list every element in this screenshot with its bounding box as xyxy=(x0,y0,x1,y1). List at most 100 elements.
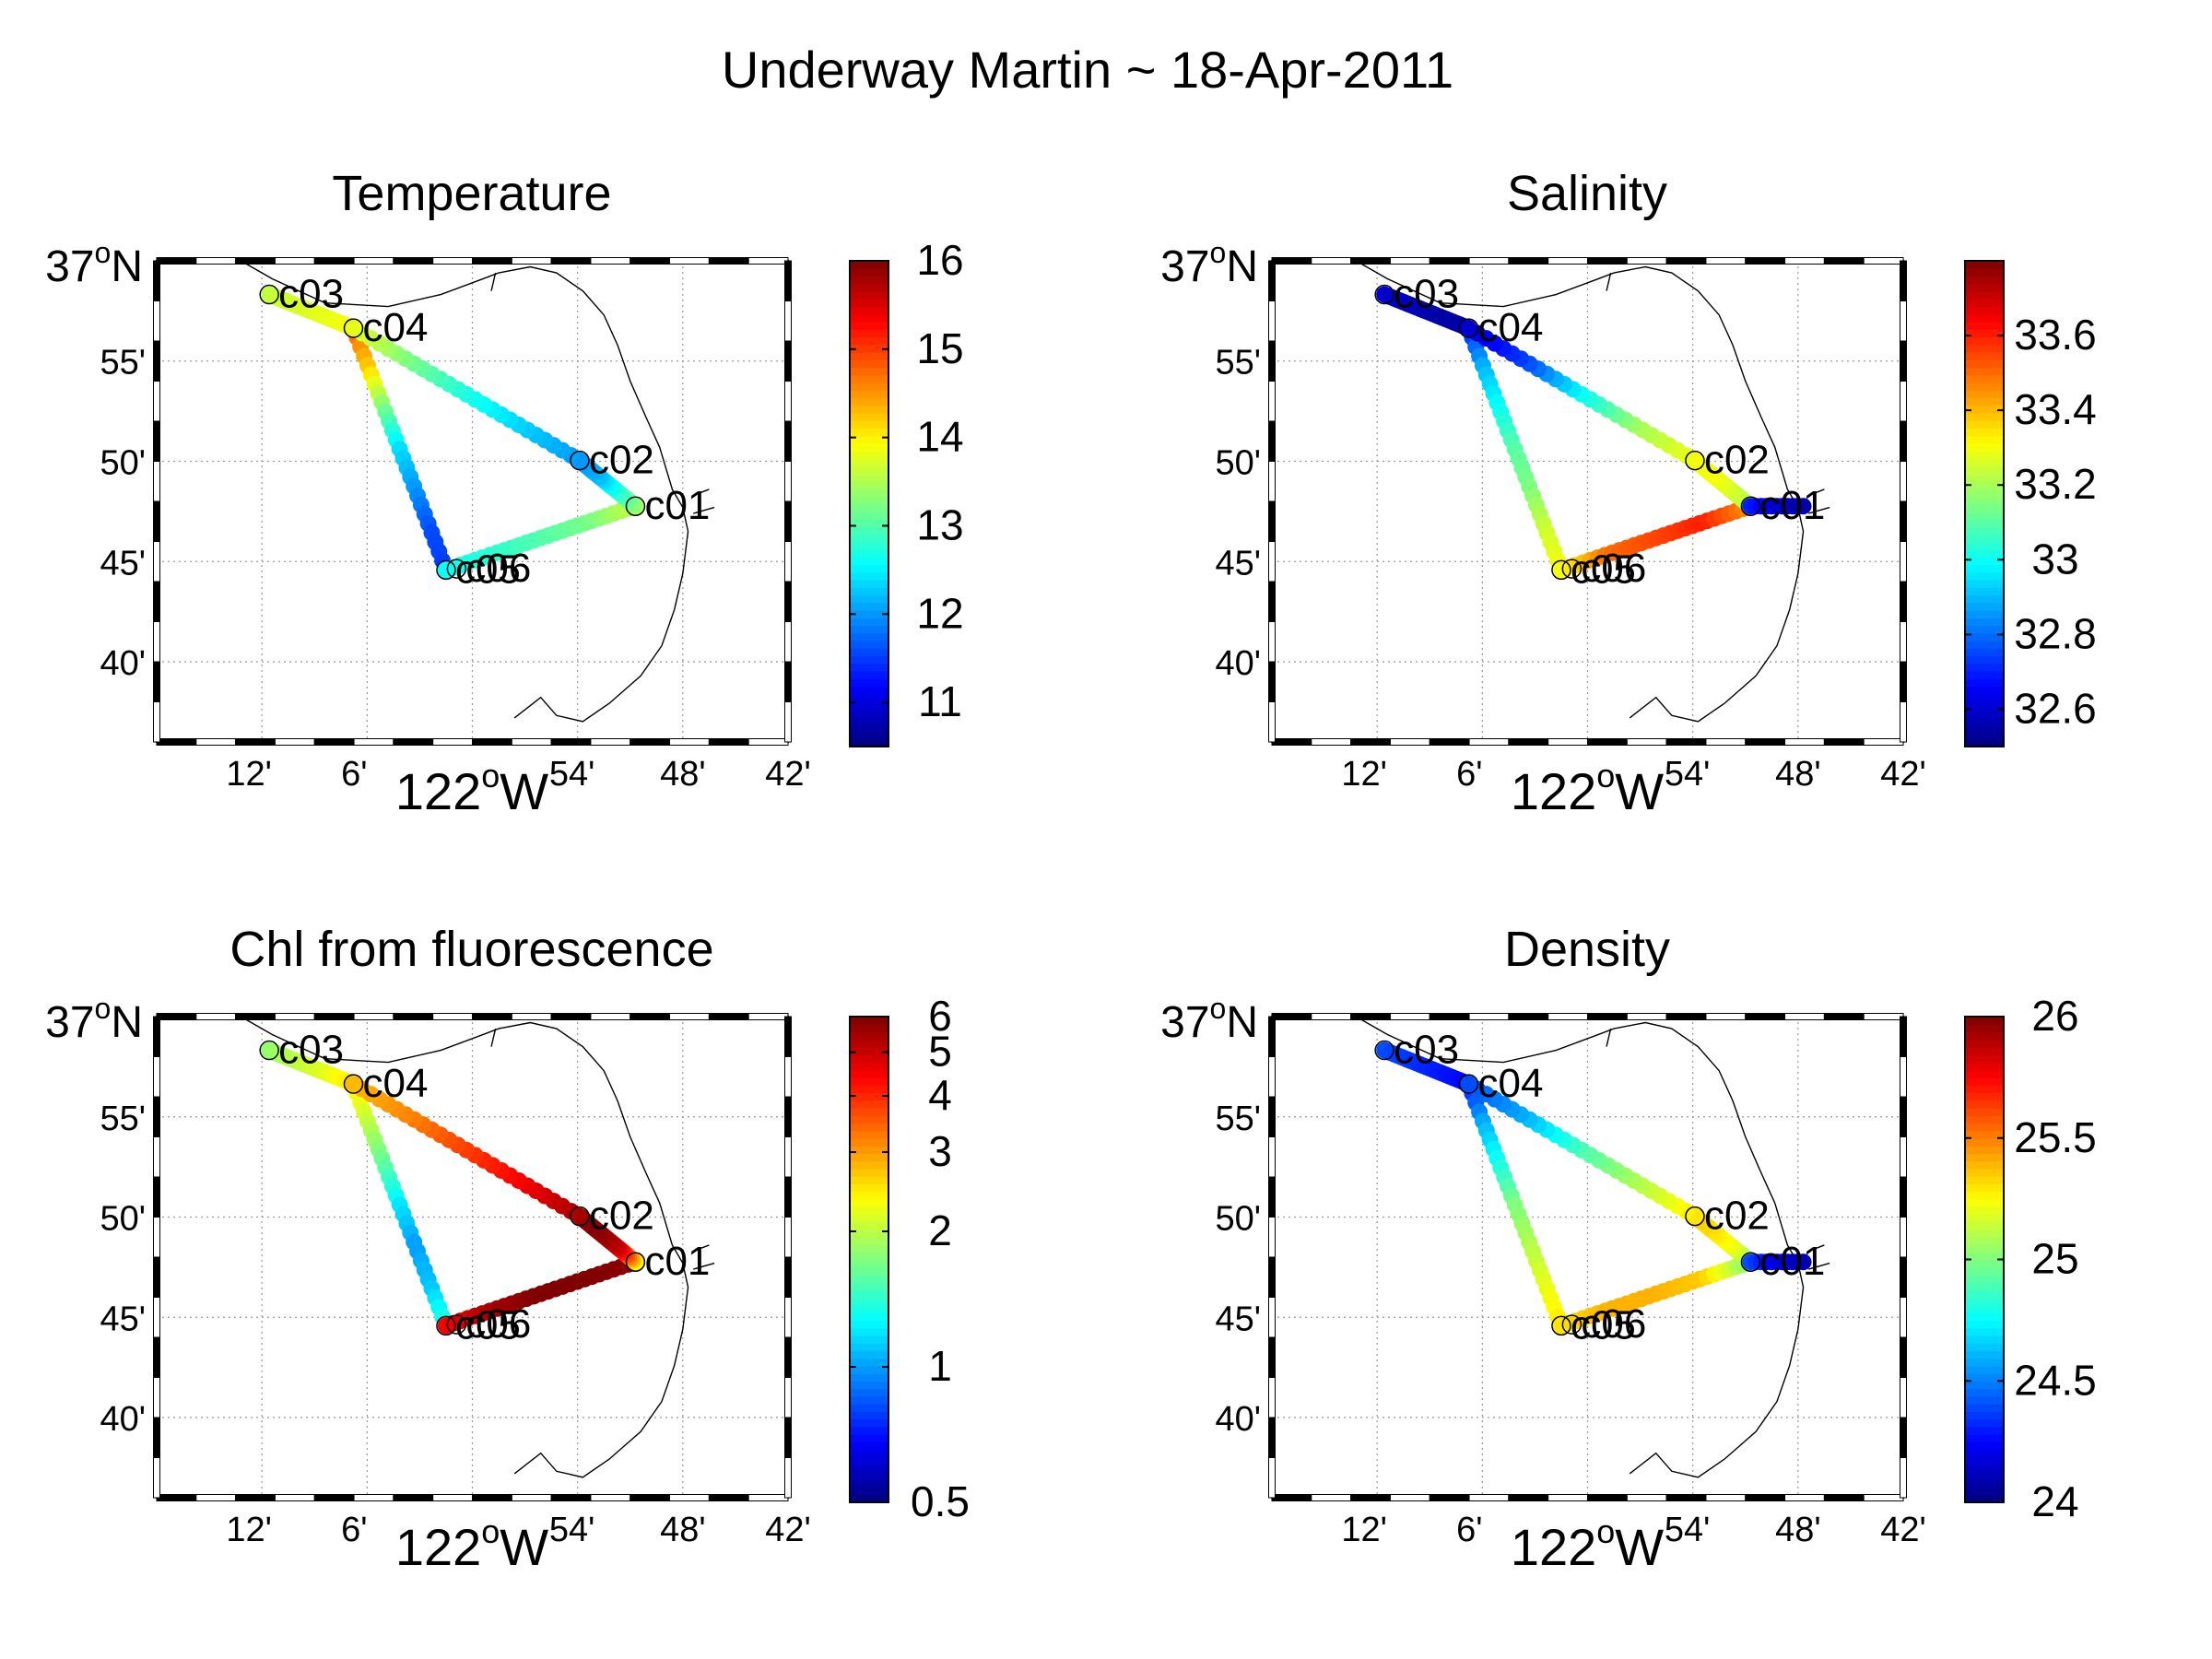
station-marker xyxy=(1685,450,1705,471)
colorbar-step xyxy=(850,359,888,369)
colorbar-tick-label: 4 xyxy=(928,1071,952,1119)
lon-tick-label: 12' xyxy=(226,1511,272,1549)
frame-tick xyxy=(550,257,592,265)
frame-tick xyxy=(708,1494,749,1501)
colorbar-step xyxy=(1965,351,2004,360)
colorbar-step xyxy=(850,1137,888,1147)
station-label: c03 xyxy=(278,272,344,317)
lon-tick-label: 6' xyxy=(341,755,367,794)
colorbar-step xyxy=(850,389,888,399)
coastline-inlet xyxy=(1808,506,1830,514)
frame-tick xyxy=(669,1494,710,1501)
colorbar-step xyxy=(1965,412,2004,421)
station-marker xyxy=(436,1315,456,1336)
colorbar-step xyxy=(850,1289,888,1299)
colorbar-step xyxy=(1965,1411,2004,1420)
colorbar-step xyxy=(850,321,888,330)
lat-tick-label: 40' xyxy=(1215,1400,1261,1439)
frame-tick xyxy=(153,340,160,382)
lat-top-label: 37oN xyxy=(1160,992,1258,1047)
frame-tick xyxy=(784,621,792,663)
lat-tick-label: 45' xyxy=(1215,544,1261,582)
frame-tick xyxy=(784,701,792,743)
track-point xyxy=(345,1076,362,1093)
station-marker xyxy=(1551,559,1571,581)
colorbar-step xyxy=(1965,1282,2004,1291)
lat-top-label: 37oN xyxy=(1160,236,1258,291)
colorbar-step xyxy=(1965,1115,2004,1124)
frame-tick xyxy=(195,257,237,265)
station-label: c02 xyxy=(1704,1194,1770,1239)
colorbar-step xyxy=(850,1304,888,1313)
coastline xyxy=(240,261,689,723)
frame-tick xyxy=(1268,461,1276,502)
colorbar-tick-label: 24.5 xyxy=(2014,1356,2097,1404)
colorbar-tick-label: 26 xyxy=(2031,992,2078,1040)
colorbar-step xyxy=(850,1252,888,1261)
colorbar-step xyxy=(1965,724,2004,733)
frame-tick xyxy=(1271,257,1312,265)
frame-tick xyxy=(274,1494,315,1501)
colorbar-step xyxy=(1965,389,2004,399)
frame-tick xyxy=(472,257,512,265)
colorbar-step xyxy=(1965,503,2004,512)
colorbar-step xyxy=(1965,480,2004,489)
colorbar-step xyxy=(850,276,888,285)
frame-tick xyxy=(708,738,749,746)
frame-tick xyxy=(472,738,512,746)
colorbar-step xyxy=(1965,1479,2004,1488)
colorbar-step xyxy=(850,526,888,535)
frame-tick xyxy=(1268,1136,1276,1178)
frame-tick xyxy=(153,1096,160,1137)
frame-tick xyxy=(195,738,237,746)
colorbar-step xyxy=(850,1123,888,1132)
colorbar-step xyxy=(850,716,888,725)
colorbar-step xyxy=(850,1297,888,1306)
colorbar-step xyxy=(1965,1388,2004,1397)
colorbar-step xyxy=(1965,693,2004,702)
frame-tick xyxy=(1268,1016,1276,1057)
coastline-inlet xyxy=(1606,1028,1612,1047)
colorbar-step xyxy=(1965,321,2004,330)
frame-tick xyxy=(784,1096,792,1137)
frame-tick xyxy=(784,500,792,542)
colorbar-step xyxy=(1965,1418,2004,1428)
colorbar-step xyxy=(1965,1297,2004,1306)
colorbar-step xyxy=(1965,526,2004,535)
colorbar-step xyxy=(850,283,888,292)
colorbar-step xyxy=(1965,428,2004,437)
colorbar-step xyxy=(1965,1365,2004,1374)
colorbar-step xyxy=(1965,1274,2004,1284)
colorbar-step xyxy=(850,1198,888,1207)
colorbar-step xyxy=(850,1115,888,1124)
colorbar-step xyxy=(850,1145,888,1155)
colorbar-step xyxy=(850,397,888,406)
colorbar-step xyxy=(1965,1426,2004,1435)
colorbar-step xyxy=(1965,1039,2004,1048)
frame-tick xyxy=(1900,381,1907,422)
frame-tick xyxy=(1705,257,1747,265)
colorbar-step xyxy=(1965,625,2004,634)
frame-tick xyxy=(1900,300,1907,342)
colorbar-step xyxy=(1965,1221,2004,1230)
map-content xyxy=(1355,1017,1830,1478)
colorbar-frame xyxy=(1964,260,2005,747)
frame-tick xyxy=(1429,257,1470,265)
colorbar-step xyxy=(850,1092,888,1101)
frame-tick xyxy=(1429,1494,1470,1501)
colorbar-step xyxy=(850,1411,888,1420)
colorbar-step xyxy=(1965,1123,2004,1132)
frame-tick xyxy=(235,257,276,265)
station-marker xyxy=(259,1040,279,1061)
track-point xyxy=(345,320,362,337)
lat-tick-label: 50' xyxy=(1215,444,1261,483)
frame-tick xyxy=(1429,738,1470,746)
station-marker xyxy=(1458,318,1479,338)
frame-tick xyxy=(1268,1457,1276,1499)
frame-tick xyxy=(195,1494,237,1501)
track-point xyxy=(1794,1253,1812,1271)
lon-tick-label: 48' xyxy=(660,755,706,794)
frame-tick xyxy=(432,1013,473,1020)
frame-tick xyxy=(1900,621,1907,663)
frame-tick xyxy=(353,257,394,265)
